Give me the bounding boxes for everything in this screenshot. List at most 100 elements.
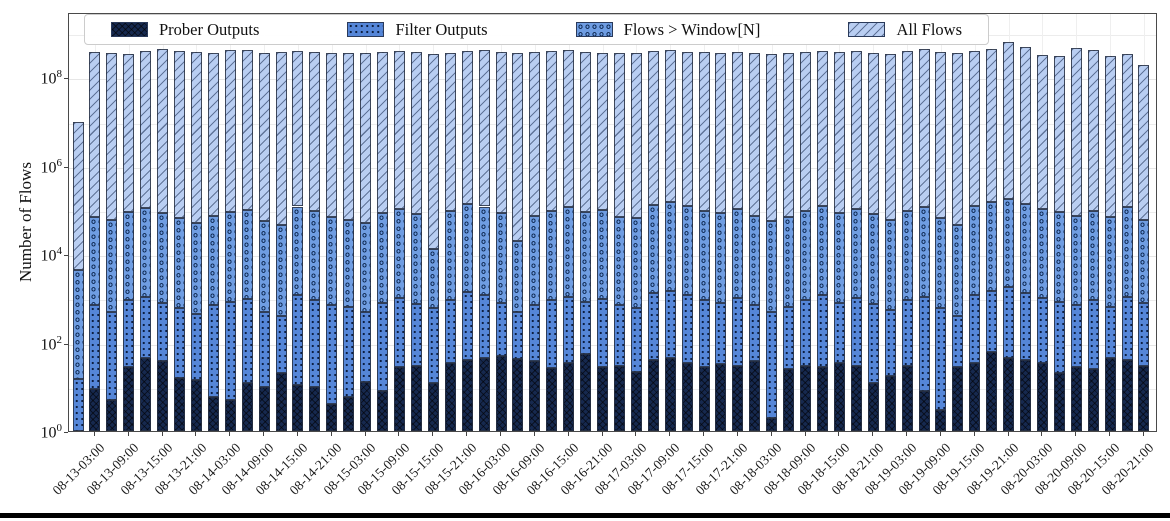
prober-outputs-swatch-icon <box>111 22 148 37</box>
bar-segment-all <box>546 51 558 211</box>
bar-segment-window <box>190 223 202 314</box>
bar <box>664 12 676 431</box>
bar-segment-all <box>952 53 964 226</box>
bar-segment-filter <box>529 305 541 362</box>
bar-segment-window <box>901 210 913 301</box>
bar-segment-window <box>393 209 405 299</box>
bar-segment-prober <box>1003 357 1015 431</box>
y-tick-mark <box>64 432 68 433</box>
bar-segment-window <box>1036 209 1048 299</box>
bar-segment-all <box>393 50 405 210</box>
bar-segment-window <box>326 216 338 306</box>
bar-segment-all <box>123 53 135 213</box>
bar-segment-all <box>326 52 338 217</box>
bar-segment-filter <box>901 300 913 366</box>
bar-segment-window <box>1053 212 1065 302</box>
bar-segment-window <box>749 215 761 306</box>
x-tick-mark <box>973 432 975 436</box>
bar-segment-filter <box>495 302 507 356</box>
bar-segment-filter <box>157 302 169 362</box>
bar-segment-all <box>1020 46 1032 204</box>
bar <box>1087 12 1099 431</box>
bar-segment-window <box>478 206 490 295</box>
bar-segment-all <box>495 51 507 214</box>
flows-gt-window-swatch-icon <box>575 22 613 37</box>
bar-segment-filter <box>427 308 439 384</box>
bar-segment-window <box>275 225 287 316</box>
y-tick-mark <box>64 255 68 257</box>
legend-item-prober-outputs: Prober Outputs <box>111 20 259 40</box>
bar-segment-all <box>1036 55 1048 210</box>
y-tick-mark <box>64 343 68 345</box>
bar-segment-prober <box>613 365 625 431</box>
bar <box>647 12 659 431</box>
x-tick-mark <box>533 432 535 436</box>
bar-segment-filter <box>309 300 321 387</box>
bar-segment-window <box>258 221 270 312</box>
bar-segment-filter <box>258 311 270 387</box>
bar-segment-all <box>935 52 947 219</box>
bar-segment-filter <box>461 291 473 361</box>
bar-segment-filter <box>326 305 338 405</box>
bar-segment-filter <box>952 315 964 368</box>
bar-segment-all <box>1138 65 1150 220</box>
x-tick-mark <box>736 432 738 436</box>
bar-segment-all <box>106 53 118 220</box>
bar-segment-all <box>884 53 896 220</box>
bar-segment-all <box>427 53 439 250</box>
bar-segment-prober <box>1053 373 1065 431</box>
bar <box>157 12 169 431</box>
bar-segment-prober <box>867 383 879 431</box>
bar-segment-prober <box>850 365 862 431</box>
bar-segment-all <box>681 51 693 206</box>
bar-segment-filter <box>292 294 304 385</box>
bar <box>546 12 558 431</box>
bar-segment-window <box>850 209 862 299</box>
legend-label: All Flows <box>896 19 962 39</box>
bar <box>241 12 253 431</box>
bar <box>72 12 84 431</box>
bar-segment-prober <box>529 361 541 431</box>
bar-segment-filter <box>140 296 152 358</box>
bar-segment-window <box>1121 207 1133 297</box>
bar-segment-all <box>647 51 659 205</box>
bar <box>275 12 287 431</box>
bar-segment-prober <box>174 377 186 431</box>
bar-segment-window <box>89 216 101 306</box>
bar <box>529 12 541 431</box>
bar-segment-all <box>224 50 236 213</box>
bar-segment-prober <box>884 375 896 431</box>
bar-segment-all <box>850 51 862 210</box>
bar-segment-window <box>410 214 422 304</box>
bar-segment-window <box>241 210 253 300</box>
bar-segment-all <box>766 53 778 222</box>
bar-segment-all <box>1121 54 1133 208</box>
bar-segment-prober <box>749 361 761 431</box>
bar-segment-all <box>343 53 355 220</box>
bar <box>986 12 998 431</box>
bar <box>580 12 592 431</box>
bar-segment-window <box>207 215 219 306</box>
gridline-horizontal <box>69 344 1156 346</box>
bar-segment-window <box>224 212 236 302</box>
bar-segment-window <box>123 212 135 301</box>
x-tick-mark <box>364 432 366 436</box>
legend-label: Prober Outputs <box>159 19 260 39</box>
bar-segment-filter <box>1053 301 1065 374</box>
x-tick-mark <box>567 432 569 436</box>
bar-segment-filter <box>1020 293 1032 361</box>
bar-segment-prober <box>1036 362 1048 431</box>
bar-segment-all <box>461 51 473 204</box>
bar-segment-all <box>512 53 524 241</box>
bar-segment-all <box>89 51 101 217</box>
bar-segment-all <box>783 53 795 217</box>
bar <box>816 12 828 431</box>
y-tick-mark <box>64 78 68 80</box>
bar-segment-prober <box>309 386 321 431</box>
bar-segment-filter <box>190 313 202 381</box>
bar <box>343 12 355 431</box>
bar-segment-prober <box>715 364 727 431</box>
bar-segment-filter <box>360 311 372 382</box>
bar-segment-window <box>157 213 169 303</box>
bar-segment-filter <box>1121 296 1133 361</box>
